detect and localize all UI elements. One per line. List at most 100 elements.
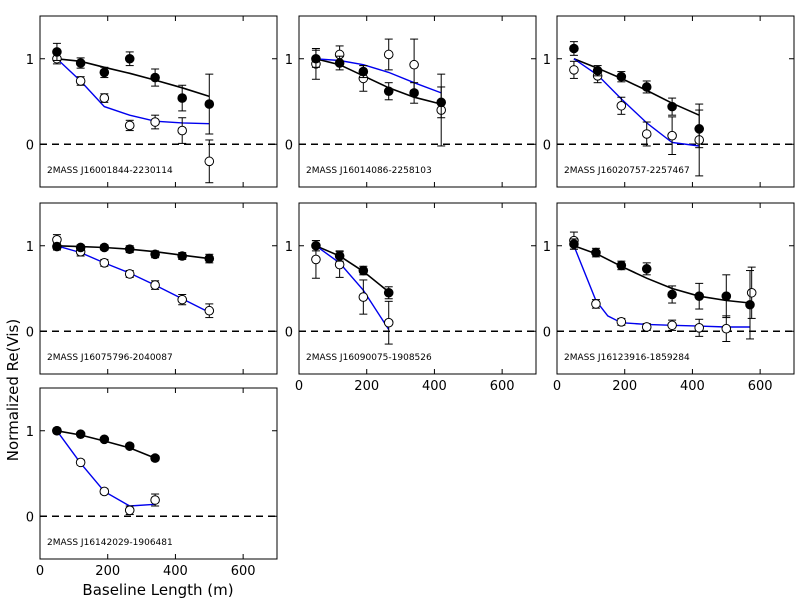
filled-point [334,58,345,68]
filled-point [616,260,627,271]
panel-frame [39,15,278,188]
filled-point [124,244,135,254]
y-tick-label: 1 [26,425,34,440]
panel-frame [298,202,537,375]
filled-point [569,43,579,54]
x-tick-label: 200 [612,379,637,394]
y-axis-label: Normalized Re(Vis) [4,319,22,461]
open-point [358,292,369,302]
open-point [99,486,110,497]
y-tick-label: 1 [26,53,34,68]
x-tick-label: 600 [748,379,773,394]
open-point [177,294,187,305]
filled-point [667,289,677,300]
filled-point [177,251,187,261]
y-tick-label: 0 [26,138,34,153]
open-point [667,320,677,331]
open-point [616,100,627,111]
panel-label: 2MASS J16123916-1859284 [564,353,690,363]
x-tick-label: 400 [163,564,188,579]
filled-point [745,299,755,310]
filled-point [616,71,627,82]
open-point [746,287,757,298]
panel-label: 2MASS J16014086-2258103 [306,166,432,176]
filled-point [591,247,601,258]
x-axis-label: Baseline Length (m) [82,581,233,599]
y-tick-label: 0 [26,325,34,340]
x-tick-label: 600 [231,564,256,579]
open-point [75,457,86,468]
open-point [721,323,732,334]
filled-point [694,124,705,134]
open-point [641,129,652,139]
filled-point [592,65,603,76]
filled-point [150,453,160,463]
panel-3: 0 1 2MASS J16020757-2257467 [543,15,795,188]
open-point [667,130,677,141]
x-tick-label: 0 [295,379,303,394]
filled-point [150,249,160,260]
filled-point [667,101,677,112]
filled-point [150,72,160,83]
panel-label: 2MASS J16020757-2257467 [564,166,690,176]
model-curve-black [573,245,751,304]
y-tick-label: 1 [543,240,551,255]
filled-point [358,66,369,77]
filled-point [409,88,419,98]
panel-label: 2MASS J16090075-1908526 [306,353,432,363]
panel-frame [39,387,278,560]
open-point [75,76,86,86]
panel-2: 0 1 2MASS J16014086-2258103 [285,15,537,188]
open-point [591,299,601,309]
model-curve-blue [315,58,442,94]
filled-point [75,429,86,439]
model-curve-black [315,245,390,293]
filled-point [75,242,86,253]
filled-point [334,251,345,261]
open-point [204,156,215,167]
filled-point [694,291,705,301]
open-point [150,495,160,505]
model-curve-blue [573,245,750,328]
open-point [694,323,705,333]
panel-frame [298,15,537,188]
filled-point [204,99,215,109]
filled-point [177,93,187,103]
open-point [616,317,627,327]
filled-point [52,425,62,436]
filled-point [436,97,447,108]
open-point [124,269,135,279]
filled-point [358,265,369,276]
y-tick-label: 0 [543,325,551,340]
panel-frame [556,15,795,188]
x-tick-label: 400 [422,379,447,394]
x-tick-label: 400 [680,379,705,394]
panel-1: 0 1 2MASS J16001844-2230114 [26,15,278,188]
y-tick-label: 1 [26,240,34,255]
filled-point [99,242,110,253]
open-point [409,59,419,70]
y-tick-label: 1 [285,240,293,255]
y-tick-label: 0 [285,325,293,340]
panel-7: 0 1 0 200 400 600 2MASS J16142029-1906481 [26,387,278,579]
panel-6: 0 1 0 200 400 600 2MASS J16123916-1859284 [543,202,795,394]
filled-point [99,67,110,78]
x-tick-label: 0 [553,379,561,394]
filled-point [99,434,110,445]
filled-point [204,253,215,264]
panel-label: 2MASS J16142029-1906481 [47,538,173,548]
filled-point [569,239,579,249]
filled-point [124,441,135,451]
filled-point [124,53,135,64]
panel-4: 0 1 2MASS J16075796-2040087 [26,202,278,375]
open-point [383,317,394,328]
x-tick-label: 0 [36,564,44,579]
panel-frame [39,202,278,375]
panel-frame [556,202,795,375]
open-point [150,280,160,290]
open-point [177,125,187,136]
y-tick-label: 0 [543,138,551,153]
open-point [150,117,160,127]
x-tick-label: 200 [354,379,379,394]
model-curve-black [573,58,700,116]
